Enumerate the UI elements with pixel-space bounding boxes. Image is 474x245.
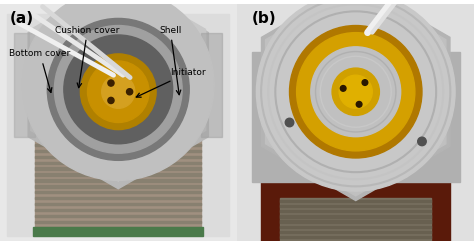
Bar <box>280 231 431 233</box>
Bar <box>36 215 201 217</box>
Bar <box>36 179 201 182</box>
Circle shape <box>311 47 401 137</box>
Polygon shape <box>262 0 450 201</box>
Bar <box>280 205 431 207</box>
Bar <box>36 134 201 234</box>
Bar <box>280 236 431 238</box>
Circle shape <box>23 0 214 180</box>
Bar <box>280 210 431 212</box>
Bar <box>280 200 431 202</box>
Text: (a): (a) <box>9 11 34 26</box>
Text: Initiator: Initiator <box>136 68 206 97</box>
Bar <box>280 226 431 228</box>
Circle shape <box>297 33 415 151</box>
Circle shape <box>418 137 426 146</box>
Bar <box>36 191 201 194</box>
Polygon shape <box>14 33 36 137</box>
Bar <box>36 138 201 140</box>
Circle shape <box>88 61 149 122</box>
Bar <box>36 144 201 146</box>
Circle shape <box>108 97 114 104</box>
Polygon shape <box>31 0 206 181</box>
Bar <box>36 156 201 158</box>
Polygon shape <box>201 33 222 137</box>
Bar <box>252 51 460 182</box>
Circle shape <box>55 25 182 153</box>
Circle shape <box>290 25 422 158</box>
Circle shape <box>64 35 173 144</box>
Circle shape <box>285 118 294 127</box>
Bar <box>36 197 201 199</box>
Circle shape <box>108 80 114 86</box>
Bar <box>280 198 431 241</box>
Text: Shell: Shell <box>159 26 182 95</box>
Circle shape <box>81 54 156 130</box>
Bar <box>36 209 201 211</box>
Text: (b): (b) <box>252 11 276 26</box>
Circle shape <box>340 86 346 91</box>
Text: Cushion cover: Cushion cover <box>55 26 120 88</box>
Circle shape <box>102 75 135 108</box>
Bar <box>261 174 450 241</box>
Bar <box>36 150 201 152</box>
Polygon shape <box>28 0 209 189</box>
Bar <box>36 167 201 170</box>
Circle shape <box>356 101 362 107</box>
Bar <box>36 161 201 164</box>
Bar <box>36 227 201 229</box>
Bar <box>36 221 201 223</box>
Text: Bottom cover: Bottom cover <box>9 49 71 92</box>
Bar <box>280 215 431 218</box>
Circle shape <box>47 18 189 160</box>
Bar <box>33 227 203 236</box>
Circle shape <box>127 89 133 95</box>
Circle shape <box>339 75 372 108</box>
Circle shape <box>362 80 368 86</box>
Bar <box>36 185 201 187</box>
Circle shape <box>332 68 379 115</box>
Circle shape <box>256 0 455 191</box>
Bar <box>36 203 201 205</box>
Bar <box>280 220 431 223</box>
Bar <box>36 173 201 176</box>
Polygon shape <box>265 0 446 196</box>
